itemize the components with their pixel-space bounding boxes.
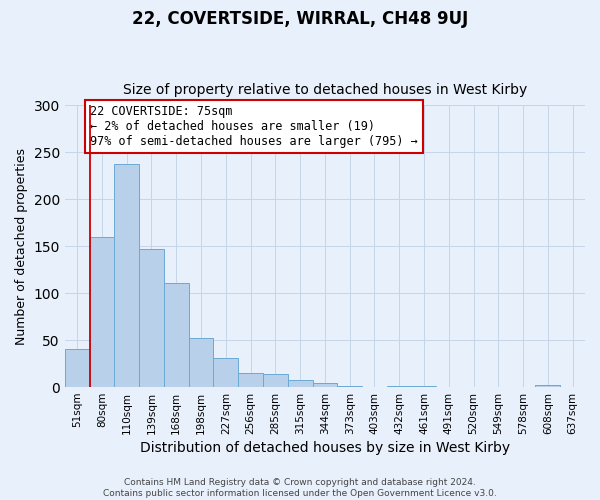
Text: 22, COVERTSIDE, WIRRAL, CH48 9UJ: 22, COVERTSIDE, WIRRAL, CH48 9UJ: [132, 10, 468, 28]
Bar: [238, 373, 263, 387]
Text: Contains HM Land Registry data © Crown copyright and database right 2024.
Contai: Contains HM Land Registry data © Crown c…: [103, 478, 497, 498]
Bar: [263, 374, 288, 387]
Bar: [313, 384, 337, 387]
Bar: [115, 164, 139, 387]
Bar: [535, 385, 560, 387]
Bar: [337, 386, 362, 387]
Text: 22 COVERTSIDE: 75sqm
← 2% of detached houses are smaller (19)
97% of semi-detach: 22 COVERTSIDE: 75sqm ← 2% of detached ho…: [90, 105, 418, 148]
Bar: [65, 350, 89, 387]
Bar: [139, 249, 164, 387]
Bar: [188, 338, 214, 387]
Bar: [288, 380, 313, 387]
Bar: [387, 386, 412, 387]
Bar: [412, 386, 436, 387]
Bar: [164, 282, 188, 387]
Bar: [214, 358, 238, 387]
Bar: [89, 236, 115, 387]
X-axis label: Distribution of detached houses by size in West Kirby: Distribution of detached houses by size …: [140, 441, 510, 455]
Y-axis label: Number of detached properties: Number of detached properties: [15, 148, 28, 344]
Title: Size of property relative to detached houses in West Kirby: Size of property relative to detached ho…: [123, 83, 527, 97]
